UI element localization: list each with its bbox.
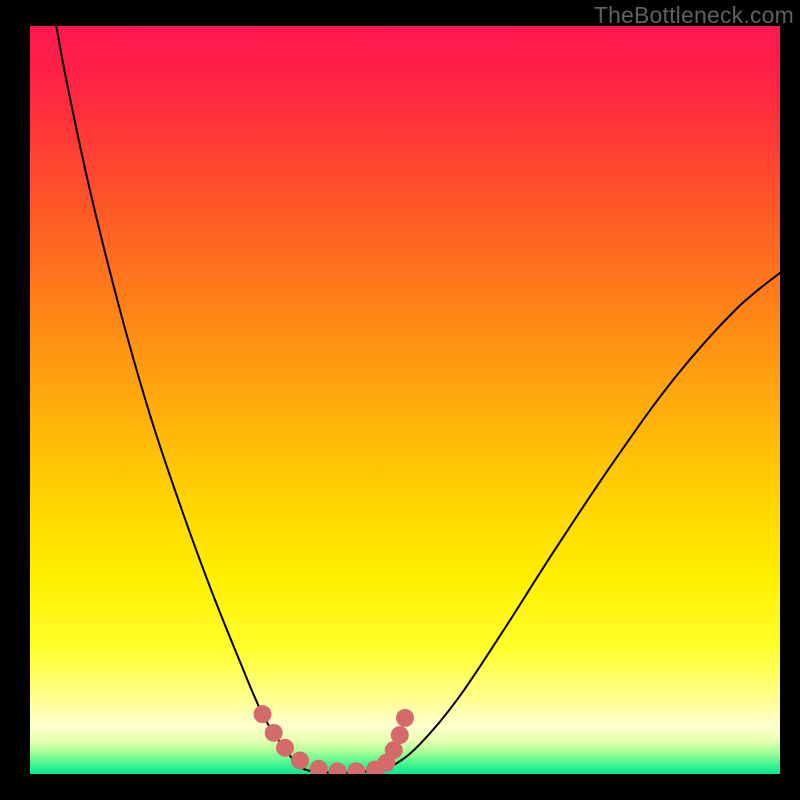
- chart-svg: [0, 0, 800, 800]
- chart-canvas: TheBottleneck.com: [0, 0, 800, 800]
- plot-area: [30, 26, 780, 774]
- curve-marker: [396, 709, 414, 727]
- curve-marker: [254, 705, 272, 723]
- curve-marker: [391, 726, 409, 744]
- curve-marker: [291, 752, 309, 770]
- watermark-text: TheBottleneck.com: [594, 2, 794, 29]
- curve-marker: [265, 724, 283, 742]
- curve-marker: [276, 739, 294, 757]
